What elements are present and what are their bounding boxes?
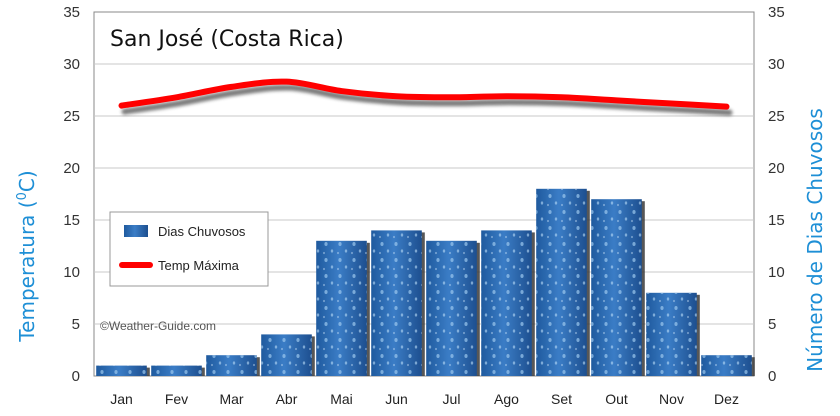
y-tick-right: 0: [768, 368, 776, 385]
y-tick-right: 15: [768, 212, 785, 229]
x-axis-ticks: Jan Fev Mar Abr Mai Jun Jul Ago Set Out Nov Dez: [110, 391, 739, 407]
x-tick-label: Jun: [385, 391, 408, 407]
bar-texture: [96, 365, 147, 376]
y-tick-left: 10: [63, 264, 80, 281]
x-tick-label: Set: [551, 391, 572, 407]
bar-texture: [591, 199, 642, 376]
y-axis-right-ticks: 0 5 10 15 20 25 30 35: [768, 4, 785, 385]
y-tick-right: 30: [768, 56, 785, 73]
y-tick-left: 35: [63, 4, 80, 21]
x-tick-label: Fev: [165, 391, 188, 407]
x-tick-label: Nov: [659, 391, 684, 407]
y-tick-left: 25: [63, 108, 80, 125]
y-tick-left: 0: [72, 368, 80, 385]
y-tick-left: 20: [63, 160, 80, 177]
bar-texture: [481, 230, 532, 376]
x-tick-label: Dez: [714, 391, 739, 407]
bar-texture: [151, 365, 202, 376]
bar-texture: [701, 355, 752, 376]
x-tick-label: Mar: [219, 391, 243, 407]
x-tick-label: Out: [605, 391, 628, 407]
chart-title: San José (Costa Rica): [110, 27, 344, 52]
bar-series: [96, 188, 755, 376]
x-tick-label: Abr: [276, 391, 298, 407]
line-shadow: [121, 84, 733, 116]
bar-texture: [426, 240, 477, 376]
x-tick-label: Mai: [330, 391, 353, 407]
temp-line: [118, 78, 730, 110]
bar-texture: [371, 230, 422, 376]
x-tick-label: Ago: [494, 391, 519, 407]
bar-texture: [261, 334, 312, 376]
y-tick-right: 5: [768, 316, 776, 333]
legend-label-bars: Dias Chuvosos: [158, 224, 246, 239]
bar-texture: [316, 240, 367, 376]
line-series: [118, 78, 733, 116]
y-tick-right: 25: [768, 108, 785, 125]
y-tick-right: 35: [768, 4, 785, 21]
legend-swatch-bars: [124, 225, 148, 237]
x-tick-label: Jul: [443, 391, 461, 407]
y-axis-right-title: Número de Dias Chuvosos: [803, 108, 827, 372]
y-tick-left: 5: [72, 316, 80, 333]
y-axis-left-ticks: 0 5 10 15 20 25 30 35: [63, 4, 80, 385]
bar-texture: [536, 188, 587, 376]
legend: Dias Chuvosos Temp Máxima: [109, 211, 269, 287]
x-tick-label: Jan: [110, 391, 133, 407]
legend-label-line: Temp Máxima: [158, 258, 240, 273]
watermark: ©Weather-Guide.com: [100, 319, 216, 333]
y-axis-left-title: Temperatura (0C): [15, 170, 39, 342]
y-tick-left: 15: [63, 212, 80, 229]
bar-texture: [206, 355, 257, 376]
y-tick-right: 10: [768, 264, 785, 281]
y-tick-left: 30: [63, 56, 80, 73]
bar-texture: [646, 292, 697, 376]
y-tick-right: 20: [768, 160, 785, 177]
legend-box: [109, 211, 269, 287]
